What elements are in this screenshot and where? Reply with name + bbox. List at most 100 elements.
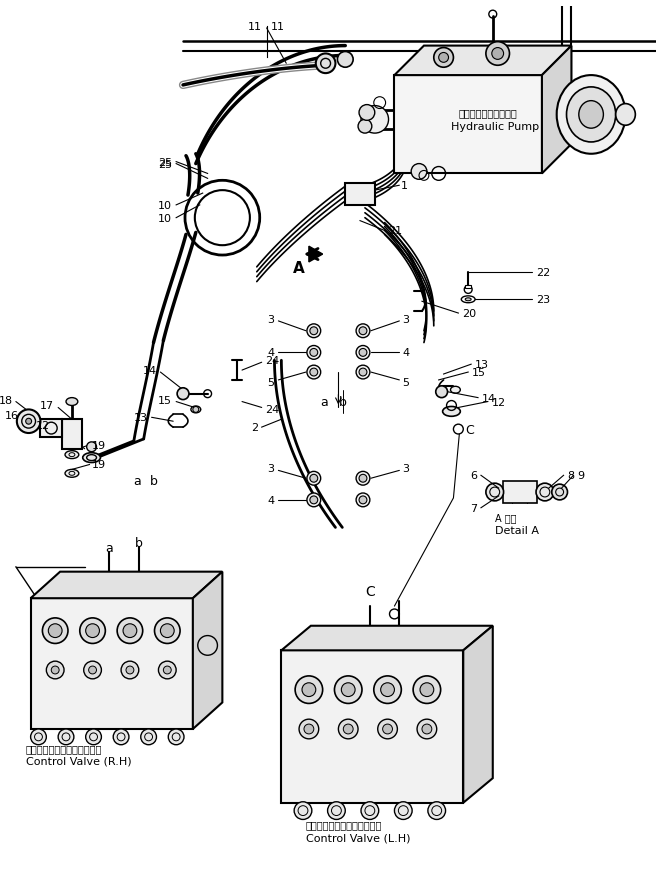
Circle shape <box>316 55 335 74</box>
Circle shape <box>307 366 321 380</box>
Circle shape <box>359 496 367 504</box>
Polygon shape <box>542 47 571 174</box>
Text: A: A <box>293 261 305 276</box>
Text: a: a <box>319 395 327 408</box>
Text: 25: 25 <box>158 159 173 169</box>
Circle shape <box>304 724 314 734</box>
Ellipse shape <box>616 104 636 126</box>
Polygon shape <box>463 626 493 803</box>
Text: a: a <box>106 541 113 554</box>
Text: b: b <box>339 395 347 408</box>
Text: 10: 10 <box>158 201 173 210</box>
Circle shape <box>294 802 312 819</box>
Circle shape <box>141 729 157 745</box>
Circle shape <box>356 366 370 380</box>
Ellipse shape <box>65 470 79 478</box>
Circle shape <box>307 472 321 486</box>
Circle shape <box>343 724 353 734</box>
Circle shape <box>17 410 41 434</box>
Circle shape <box>113 729 129 745</box>
Text: 25: 25 <box>158 157 173 168</box>
Text: コントロールバルブ　（左）: コントロールバルブ （左） <box>306 819 382 829</box>
Text: 3: 3 <box>268 315 274 325</box>
Circle shape <box>295 676 323 704</box>
Text: 19: 19 <box>92 460 106 470</box>
Polygon shape <box>309 247 323 262</box>
Circle shape <box>394 802 412 819</box>
Circle shape <box>378 720 398 739</box>
Circle shape <box>382 724 392 734</box>
Circle shape <box>80 618 106 644</box>
Text: 19: 19 <box>92 441 106 450</box>
Text: 10: 10 <box>158 214 173 223</box>
Text: 7: 7 <box>470 503 477 514</box>
Ellipse shape <box>443 407 461 417</box>
Circle shape <box>26 419 31 425</box>
Ellipse shape <box>567 88 616 143</box>
Ellipse shape <box>579 102 604 129</box>
Text: 9: 9 <box>577 471 584 481</box>
Circle shape <box>49 624 62 638</box>
Ellipse shape <box>465 298 471 302</box>
Text: 15: 15 <box>158 395 173 405</box>
Circle shape <box>87 442 96 452</box>
Circle shape <box>411 164 427 180</box>
Polygon shape <box>281 626 493 651</box>
Circle shape <box>307 346 321 360</box>
Circle shape <box>486 484 504 501</box>
Text: Control Valve (R.H): Control Valve (R.H) <box>26 755 131 766</box>
Text: 12: 12 <box>492 397 506 407</box>
Circle shape <box>428 802 445 819</box>
Text: 4: 4 <box>402 348 409 358</box>
Circle shape <box>327 802 345 819</box>
Text: 20: 20 <box>462 308 476 319</box>
Text: Hydraulic Pump: Hydraulic Pump <box>451 122 540 132</box>
Text: 8: 8 <box>567 471 575 481</box>
Circle shape <box>359 368 367 376</box>
Circle shape <box>126 667 134 674</box>
Text: 4: 4 <box>268 495 274 505</box>
Circle shape <box>310 349 318 357</box>
Circle shape <box>51 667 59 674</box>
Circle shape <box>310 474 318 482</box>
Text: 13: 13 <box>475 360 489 369</box>
Circle shape <box>89 667 96 674</box>
Text: 24: 24 <box>264 355 279 366</box>
Text: 1: 1 <box>401 181 408 191</box>
Text: 4: 4 <box>268 348 274 358</box>
Bar <box>62 420 82 449</box>
Circle shape <box>361 802 379 819</box>
Text: 11: 11 <box>270 22 285 32</box>
Text: 5: 5 <box>268 377 274 388</box>
Text: 11: 11 <box>248 22 262 32</box>
Circle shape <box>337 52 353 68</box>
Text: 14: 14 <box>482 393 496 403</box>
Polygon shape <box>31 572 222 599</box>
Circle shape <box>307 324 321 338</box>
Circle shape <box>86 624 100 638</box>
Text: ハイドロリックポンプ: ハイドロリックポンプ <box>459 109 517 118</box>
Polygon shape <box>394 47 571 76</box>
Circle shape <box>420 683 434 697</box>
Circle shape <box>417 720 437 739</box>
Bar <box>502 481 537 503</box>
Text: 2: 2 <box>251 422 258 433</box>
Circle shape <box>161 624 174 638</box>
Text: 5: 5 <box>402 377 409 388</box>
Circle shape <box>359 105 375 121</box>
Circle shape <box>310 496 318 504</box>
Circle shape <box>197 636 217 655</box>
Circle shape <box>422 724 432 734</box>
Circle shape <box>359 474 367 482</box>
Circle shape <box>121 661 139 679</box>
Ellipse shape <box>557 76 626 155</box>
Circle shape <box>380 683 394 697</box>
Text: C: C <box>365 585 375 599</box>
Text: 13: 13 <box>134 413 148 423</box>
Circle shape <box>434 49 453 68</box>
Text: 15: 15 <box>472 368 486 378</box>
Polygon shape <box>281 651 463 803</box>
Text: 12: 12 <box>36 421 51 431</box>
Text: 17: 17 <box>40 401 54 411</box>
Bar <box>41 420 62 437</box>
